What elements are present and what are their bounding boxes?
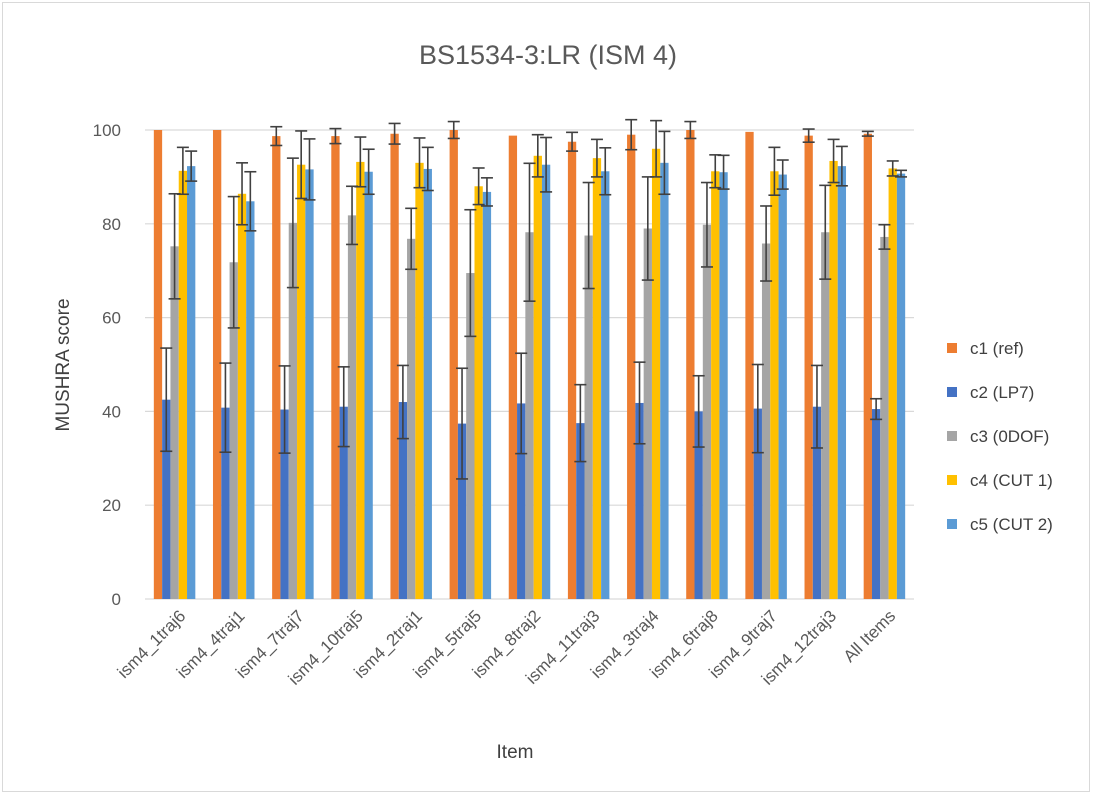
- legend-label: c5 (CUT 2): [970, 515, 1053, 534]
- bar: [778, 174, 787, 599]
- bar: [170, 246, 179, 599]
- bar: [576, 423, 585, 599]
- bar: [272, 136, 281, 600]
- y-tick-label: 20: [102, 496, 121, 515]
- bar: [288, 222, 298, 599]
- bar: [804, 135, 813, 600]
- bar: [407, 238, 416, 600]
- bar: [660, 162, 669, 599]
- x-tick-labels: ism4_1traj6ism4_4traj1ism4_7traj7ism4_10…: [114, 606, 899, 688]
- bar: [719, 172, 728, 599]
- bar: [635, 402, 644, 599]
- bar: [364, 171, 373, 599]
- bar: [280, 409, 289, 599]
- bar: [888, 168, 897, 599]
- bar: [162, 399, 171, 599]
- bar: [178, 170, 188, 600]
- bar: [829, 160, 838, 600]
- bar: [627, 134, 636, 599]
- y-axis-title: MUSHRA score: [53, 298, 74, 431]
- legend-swatch: [947, 343, 957, 353]
- bar: [702, 224, 712, 599]
- bar: [753, 408, 762, 599]
- bar: [331, 136, 340, 600]
- legend-label: c3 (0DOF): [970, 427, 1049, 446]
- bar: [651, 148, 661, 599]
- bar: [457, 423, 467, 599]
- legend: c1 (ref) c2 (LP7) c3 (0DOF) c4 (CUT 1) c5 (C…: [947, 339, 1053, 534]
- bar: [871, 409, 881, 599]
- bar: [221, 407, 230, 599]
- x-tick-label: All Items: [840, 606, 900, 666]
- bar: [474, 186, 483, 599]
- bar: [229, 262, 238, 599]
- y-tick-label: 100: [93, 121, 121, 140]
- bar: [761, 243, 771, 600]
- bar: [812, 406, 822, 599]
- bar: [415, 162, 424, 599]
- y-tick-label: 40: [102, 402, 121, 421]
- bar: [601, 171, 610, 599]
- legend-swatch: [947, 387, 957, 397]
- legend-swatch: [947, 431, 957, 441]
- bar: [567, 141, 577, 599]
- bar: [643, 228, 652, 600]
- bar: [896, 173, 906, 599]
- legend-swatch: [947, 519, 957, 529]
- y-tick-labels: 0 20 40 60 80 100: [93, 121, 121, 609]
- error-bars: [160, 118, 908, 480]
- legend-label: c1 (ref): [970, 339, 1024, 358]
- bar: [356, 161, 365, 599]
- bar: [297, 164, 306, 599]
- bar: [517, 403, 526, 599]
- bar: [584, 235, 593, 599]
- bar: [187, 166, 196, 599]
- bar: [508, 135, 518, 600]
- bar: [694, 411, 703, 599]
- bar: [533, 155, 542, 600]
- bar: [525, 232, 534, 599]
- legend-label: c2 (LP7): [970, 383, 1034, 402]
- bar: [592, 158, 602, 599]
- bar: [686, 130, 695, 599]
- bar: [390, 133, 399, 599]
- bar: [821, 232, 830, 599]
- bar: [745, 131, 754, 599]
- bar: [305, 169, 314, 599]
- y-tick-label: 60: [102, 309, 121, 328]
- y-tick-label: 0: [112, 590, 121, 609]
- legend-label: c4 (CUT 1): [970, 471, 1053, 490]
- bar: [449, 130, 458, 599]
- bar: [541, 164, 551, 599]
- bar: [347, 215, 357, 599]
- bar: [770, 171, 779, 599]
- bar: [482, 191, 492, 599]
- bar: [466, 273, 475, 599]
- bar: [398, 402, 408, 599]
- bar: [837, 166, 847, 599]
- bar: [880, 236, 889, 599]
- bar: [339, 406, 348, 599]
- bar: [212, 130, 222, 599]
- bar: [423, 168, 432, 599]
- y-tick-label: 80: [102, 215, 121, 234]
- bar: [711, 171, 720, 599]
- bars: [153, 130, 906, 600]
- chart-title: BS1534-3:LR (ISM 4): [419, 40, 677, 70]
- x-axis-title: Item: [497, 742, 534, 763]
- bar: [153, 130, 163, 599]
- bar: [237, 193, 247, 599]
- bar: [863, 133, 872, 599]
- legend-swatch: [947, 475, 957, 485]
- bar: [246, 201, 255, 599]
